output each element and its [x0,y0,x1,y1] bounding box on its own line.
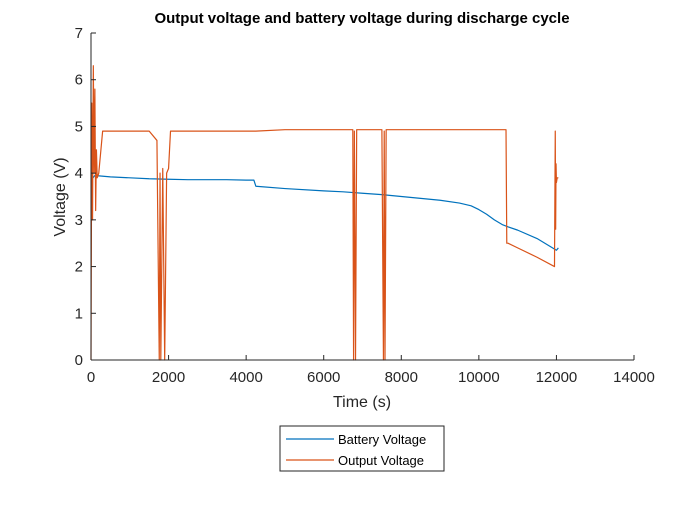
legend-label-1: Output Voltage [338,453,424,468]
series-line-0 [90,174,559,251]
plot-area [91,33,634,360]
series-layer [90,65,559,361]
y-tick-label: 6 [75,72,83,89]
x-tick-label: 2000 [152,369,185,386]
y-axis-title: Voltage (V) [52,157,69,236]
x-tick-label: 14000 [613,369,655,386]
y-tick-label: 5 [75,118,83,135]
x-tick-label: 4000 [229,369,262,386]
x-axis-title: Time (s) [333,394,391,411]
tick-layer: 0 2000 4000 6000 8000 10000 12000 14000 0 1 2 3 4 5 6 7 [75,25,655,386]
series-line-1 [90,65,559,361]
y-tick-label: 0 [75,352,83,369]
x-tick-label: 0 [87,369,95,386]
y-tick-label: 1 [75,305,83,322]
axes-layer [90,33,634,361]
y-tick-label: 4 [75,165,83,182]
y-tick-label: 2 [75,259,83,276]
x-tick-label: 8000 [385,369,418,386]
chart-title: Output voltage and battery voltage durin… [154,10,569,27]
x-tick-label: 10000 [458,369,500,386]
x-tick-label: 12000 [536,369,578,386]
y-tick-label: 3 [75,212,83,229]
legend-label-0: Battery Voltage [338,432,426,447]
x-tick-label: 6000 [307,369,340,386]
legend-box [279,425,445,472]
y-tick-label: 7 [75,25,83,42]
legend: Battery Voltage Output Voltage [279,425,445,472]
